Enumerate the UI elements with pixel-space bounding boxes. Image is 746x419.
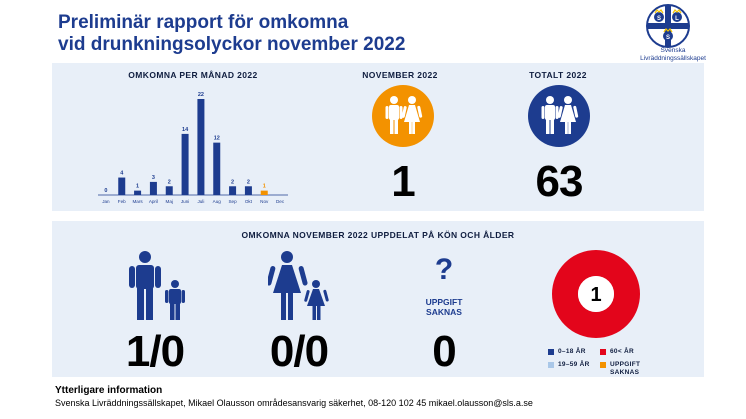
bar-aug <box>213 142 221 195</box>
total-value: 63 <box>535 157 584 206</box>
legend-swatch <box>548 362 554 368</box>
legend-label: UPPGIFT SAKNAS <box>610 361 640 377</box>
donut-hole <box>578 276 614 312</box>
x-tick-label: April <box>149 199 158 204</box>
svg-text:S: S <box>657 16 661 22</box>
logo-name: Svenska Livräddningssällskapet <box>628 47 718 62</box>
man-boy-icon <box>129 251 185 320</box>
summary-panel <box>52 63 704 211</box>
legend-label-line: 0–18 ÅR <box>558 348 586 355</box>
x-tick-label: Aug <box>213 199 222 204</box>
bar-nov <box>260 190 268 195</box>
legend-label: 0–18 ÅR <box>558 348 586 356</box>
x-tick-label: Dec <box>276 199 285 204</box>
woman-girl-icon <box>268 251 329 320</box>
x-tick-label: Feb <box>118 199 126 204</box>
man-woman-icon <box>541 96 579 134</box>
legend-swatch <box>600 362 606 368</box>
bar-value-label: 22 <box>198 92 204 98</box>
november-label: NOVEMBER 2022 <box>362 70 438 80</box>
svg-text:S: S <box>666 35 670 41</box>
bar-value-label: 14 <box>182 127 189 133</box>
title-line-2: vid drunkningsolyckor november 2022 <box>58 34 406 55</box>
legend-label-line: SAKNAS <box>610 369 640 376</box>
page-title: Preliminär rapport för omkomna vid drunk… <box>58 12 405 56</box>
x-tick-label: Sep <box>228 199 237 204</box>
legend-label: 19–59 ÅR <box>558 361 590 369</box>
total-label: TOTALT 2022 <box>529 70 587 80</box>
x-tick-label: Jan <box>102 199 110 204</box>
legend-swatch <box>600 349 606 355</box>
breakdown-title: OMKOMNA NOVEMBER 2022 UPPDELAT PÅ KÖN OC… <box>241 230 515 240</box>
donut-segment <box>552 250 640 338</box>
unknown-label-line-1: UPPGIFT <box>425 297 463 307</box>
november-circle <box>372 85 434 147</box>
title-line-1: Preliminär rapport för omkomna <box>58 12 349 33</box>
x-tick-label: Nov <box>260 199 269 204</box>
x-tick-label: Okt <box>245 199 253 204</box>
monthly-bar-chart: 0Jan4Feb1Mars3April2Maj14Juni22Juli12Aug… <box>98 92 288 204</box>
total-circle <box>528 85 590 147</box>
bar-juni <box>181 133 189 195</box>
bar-okt <box>244 186 252 195</box>
svg-text:L: L <box>675 16 679 22</box>
bar-value-label: 2 <box>247 179 250 185</box>
bar-april <box>149 181 157 195</box>
x-tick-label: Mars <box>132 199 143 204</box>
info-title: Ytterligare information <box>55 385 163 396</box>
unknown-label: UPPGIFT SAKNAS <box>412 297 476 317</box>
legend-label: 60< ÅR <box>610 348 634 356</box>
legend-swatch <box>548 349 554 355</box>
bar-value-label: 4 <box>120 171 124 177</box>
unknown-label-line-2: SAKNAS <box>426 307 462 317</box>
question-mark-icon: ? <box>434 253 454 286</box>
x-tick-label: Juni <box>181 199 189 204</box>
bar-maj <box>165 186 173 195</box>
bar-value-label: 12 <box>214 136 220 142</box>
bar-mars <box>134 190 142 195</box>
legend-label-line: 19–59 ÅR <box>558 361 590 368</box>
bar-sep <box>229 186 237 195</box>
x-tick-label: Maj <box>166 199 173 204</box>
bar-feb <box>118 177 126 195</box>
bar-value-label: 1 <box>136 184 139 190</box>
bar-value-label: 1 <box>263 184 266 190</box>
x-tick-label: Juli <box>197 199 204 204</box>
logo-name-line-2: Livräddningssällskapet <box>640 54 706 62</box>
female-value: 0/0 <box>269 327 329 376</box>
bar-chart-title: OMKOMNA PER MÅNAD 2022 <box>128 70 258 80</box>
bar-value-label: 2 <box>231 179 234 185</box>
legend-label-line: UPPGIFT <box>610 361 641 368</box>
info-text: Svenska Livräddningssällskapet, Mikael O… <box>55 398 533 408</box>
bar-value-label: 3 <box>152 175 155 181</box>
legend-label-line: 60< ÅR <box>610 348 635 355</box>
unknown-value: 0 <box>432 327 456 376</box>
male-value: 1/0 <box>125 327 185 376</box>
age-donut-chart: 1 <box>552 250 640 338</box>
donut-center-label: 1 <box>590 284 601 306</box>
man-woman-icon <box>385 96 423 134</box>
bar-value-label: 2 <box>168 179 171 185</box>
sls-shield-logo-icon: S L S <box>646 4 690 48</box>
logo-name-line-1: Svenska <box>660 47 686 54</box>
november-value: 1 <box>391 157 415 206</box>
bar-value-label: 0 <box>104 188 107 194</box>
bar-juli <box>197 99 205 195</box>
